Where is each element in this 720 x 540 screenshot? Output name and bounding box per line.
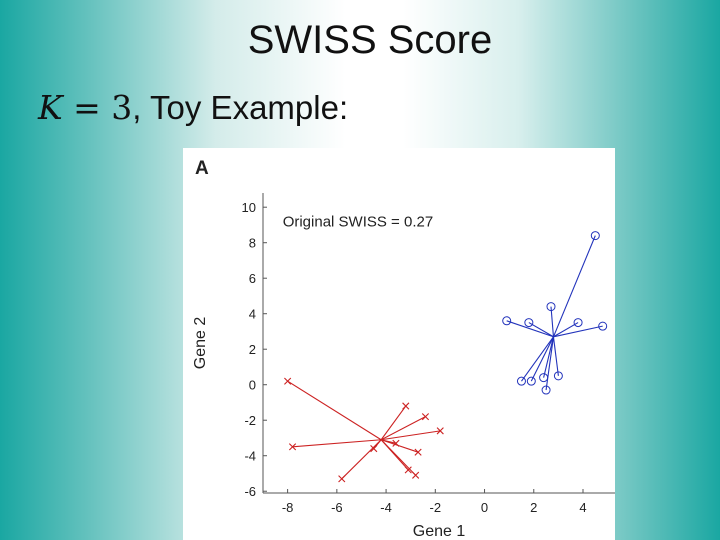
x-tick-label: -8 <box>282 500 294 515</box>
cluster-1-point <box>402 402 410 410</box>
x-tick-label: 0 <box>481 500 488 515</box>
x-tick-label: -6 <box>331 500 343 515</box>
swiss-annotation: Original SWISS = 0.27 <box>283 214 433 231</box>
slide-title: SWISS Score <box>247 18 493 62</box>
cluster-2-point <box>590 231 600 241</box>
cluster-2-point <box>516 376 526 386</box>
cluster-2-spoke <box>545 336 555 391</box>
x-tick-label: 2 <box>530 500 537 515</box>
y-tick-label: -2 <box>244 413 256 428</box>
x-axis-label: Gene 1 <box>413 523 466 540</box>
cluster-2-point <box>524 318 534 328</box>
cluster-1-point <box>288 443 297 451</box>
scatter-chart: A -6 -4 -2 0 2 4 6 8 10 -8 -6 -4 -2 0 2 4 Gene 1 Gene 2 Ori… <box>192 158 615 540</box>
x-tick-label: -4 <box>380 500 392 515</box>
y-tick-label: -4 <box>244 449 256 464</box>
cluster-2-point <box>539 373 549 383</box>
cluster-2-spoke <box>506 320 554 338</box>
cluster-1-spoke <box>341 439 382 480</box>
subtitle-text: , Toy Example: <box>132 89 349 126</box>
x-tick-label: -2 <box>430 500 442 515</box>
cluster-1-spoke <box>381 439 397 444</box>
panel-label: A <box>195 158 209 179</box>
cluster-1-point <box>284 377 292 385</box>
cluster-1-spoke <box>380 439 417 476</box>
cluster-1-spoke <box>380 416 426 441</box>
cluster-1-point <box>414 448 422 456</box>
cluster-2-spoke <box>528 322 554 338</box>
cluster-1-spoke <box>287 380 382 441</box>
cluster-2-spoke <box>552 336 559 376</box>
cluster-1-spoke <box>292 439 382 448</box>
cluster-2-point <box>541 385 551 395</box>
y-axis-label: Gene 2 <box>192 317 209 370</box>
k-symbol: K = 3 <box>38 88 133 127</box>
cluster-2-spoke <box>530 336 554 382</box>
cluster-2-spoke <box>552 235 596 337</box>
y-tick-label: 8 <box>249 236 256 251</box>
x-tick-label: 4 <box>579 500 586 515</box>
cluster-2-spoke <box>521 336 554 382</box>
cluster-1-point <box>338 475 346 483</box>
y-tick-label: 6 <box>249 271 256 286</box>
cluster-2-point <box>526 376 536 386</box>
cluster-1-spoke <box>381 430 441 441</box>
cluster-2-spoke <box>543 336 554 378</box>
cluster-2-point <box>502 316 512 326</box>
y-tick-label: 0 <box>249 378 256 393</box>
cluster-2-point <box>546 302 556 312</box>
y-tick-label: 2 <box>249 342 256 357</box>
k-value: = 3 <box>62 88 133 127</box>
y-tick-label: -6 <box>244 484 256 499</box>
cluster-1-point <box>436 427 444 435</box>
y-tick-label: 10 <box>242 200 256 215</box>
cluster-2-point <box>573 318 583 328</box>
chart-figure: A -6 -4 -2 0 2 4 6 8 10 -8 -6 -4 -2 0 2 4 Gene 1 Gene 2 Ori… <box>183 148 615 540</box>
cluster-1-point <box>392 439 400 447</box>
cluster-2-point <box>598 321 608 331</box>
cluster-2-spoke <box>553 325 603 338</box>
cluster-1-point <box>421 413 430 421</box>
cluster-1-point <box>404 466 412 474</box>
cluster-2-spoke <box>553 322 579 338</box>
cluster-2-spoke <box>550 306 555 337</box>
cluster-1-point <box>370 445 378 453</box>
cluster-2-point <box>553 371 563 381</box>
cluster-1-point <box>412 471 420 479</box>
cluster-1-spoke <box>380 439 419 453</box>
y-tick-label: 4 <box>249 307 256 322</box>
cluster-1-spoke <box>380 405 407 441</box>
slide-subtitle: K = 3, Toy Example: <box>38 88 348 127</box>
